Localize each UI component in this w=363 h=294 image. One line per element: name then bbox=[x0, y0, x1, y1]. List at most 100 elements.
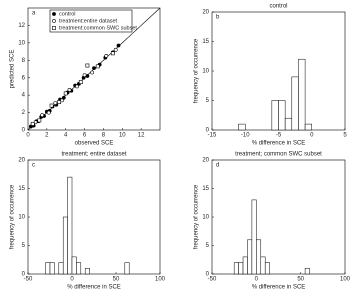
y-tick-label: 2 bbox=[22, 110, 26, 116]
y-axis-label: frequency of occurrence bbox=[194, 38, 200, 103]
y-tick-label: 10 bbox=[202, 215, 209, 221]
x-tick-label: 0 bbox=[310, 133, 314, 139]
legend-marker bbox=[52, 12, 56, 16]
x-axis-label: % difference in SCE bbox=[252, 285, 306, 291]
y-axis-label: predicted SCE bbox=[10, 50, 16, 89]
x-tick-label: 0 bbox=[70, 277, 74, 283]
point bbox=[49, 103, 54, 108]
point bbox=[61, 95, 66, 100]
y-tick-label: 0 bbox=[206, 272, 210, 278]
bar bbox=[76, 262, 82, 275]
panel-label: a bbox=[32, 11, 36, 17]
point bbox=[85, 63, 90, 68]
bar bbox=[233, 262, 239, 275]
y-tick-label: 15 bbox=[202, 39, 209, 45]
y-tick-label: 10 bbox=[202, 69, 209, 75]
x-tick-label: 0 bbox=[255, 277, 259, 283]
point bbox=[92, 66, 96, 71]
y-axis-label: frequency of occurrence bbox=[194, 184, 200, 249]
plot-frame bbox=[211, 159, 346, 275]
x-axis-label: % difference in SCE bbox=[252, 141, 306, 147]
y-axis-label: frequency of occurrence bbox=[10, 184, 16, 249]
point bbox=[37, 118, 42, 123]
x-tick-label: -5 bbox=[276, 133, 282, 139]
x-tick-label: -50 bbox=[208, 277, 217, 283]
y-tick-label: 0 bbox=[206, 128, 210, 134]
point bbox=[82, 73, 87, 78]
point bbox=[40, 113, 45, 118]
x-tick-label: 12 bbox=[138, 133, 145, 139]
x-axis-label: observed SCE bbox=[75, 141, 114, 147]
y-tick-label: 12 bbox=[18, 23, 25, 29]
point bbox=[90, 70, 95, 75]
point bbox=[95, 64, 100, 69]
point bbox=[110, 51, 115, 56]
x-tick-label: 5 bbox=[343, 133, 347, 139]
bar bbox=[238, 262, 244, 275]
bar bbox=[45, 262, 51, 275]
bar bbox=[260, 256, 266, 275]
x-tick-label: 100 bbox=[340, 277, 351, 283]
chart-title: control bbox=[269, 4, 287, 10]
bar bbox=[284, 117, 293, 131]
point bbox=[63, 91, 68, 96]
point bbox=[104, 54, 109, 58]
x-tick-label: -10 bbox=[241, 133, 250, 139]
point bbox=[46, 110, 51, 115]
legend-label: control bbox=[59, 11, 76, 17]
y-tick-label: 20 bbox=[202, 10, 209, 16]
y-tick-label: 10 bbox=[18, 40, 25, 46]
y-tick-label: 10 bbox=[18, 215, 25, 221]
bar bbox=[58, 262, 64, 275]
bar bbox=[71, 256, 77, 275]
point bbox=[30, 122, 35, 126]
bar bbox=[271, 100, 279, 131]
y-tick-label: 0 bbox=[22, 272, 26, 278]
y-tick-label: 5 bbox=[22, 243, 26, 249]
bar bbox=[278, 100, 286, 131]
point bbox=[113, 47, 118, 52]
bar bbox=[124, 262, 130, 275]
y-tick-label: 0 bbox=[22, 128, 26, 134]
bar bbox=[251, 199, 257, 275]
point bbox=[57, 100, 62, 105]
x-tick-label: 2 bbox=[45, 133, 49, 139]
bar bbox=[62, 216, 68, 275]
legend-marker bbox=[52, 19, 56, 23]
bar bbox=[242, 256, 248, 275]
bar bbox=[298, 58, 306, 131]
x-tick-label: -15 bbox=[208, 133, 217, 139]
bar bbox=[67, 176, 73, 275]
bar bbox=[264, 262, 270, 275]
x-tick-label: 10 bbox=[119, 133, 126, 139]
x-tick-label: 50 bbox=[113, 277, 120, 283]
chart-title: treatment; common SWC subset bbox=[235, 152, 322, 158]
y-tick-label: 8 bbox=[22, 58, 26, 64]
legend-marker bbox=[52, 26, 56, 30]
chart-title: treatment; entire dataset bbox=[61, 152, 126, 158]
point bbox=[75, 84, 79, 89]
plot-frame bbox=[27, 7, 161, 131]
bar bbox=[256, 239, 262, 275]
x-tick-label: -50 bbox=[24, 277, 33, 283]
bar bbox=[291, 76, 299, 131]
bar bbox=[49, 262, 55, 275]
point bbox=[116, 43, 121, 48]
y-tick-label: 20 bbox=[202, 158, 209, 164]
y-tick-label: 6 bbox=[22, 75, 26, 81]
y-tick-label: 20 bbox=[18, 158, 25, 164]
legend-label: treatment:common SWC subset bbox=[59, 25, 137, 31]
panel-label: d bbox=[216, 163, 219, 169]
x-tick-label: 4 bbox=[64, 133, 68, 139]
x-tick-label: 8 bbox=[102, 133, 106, 139]
bar bbox=[238, 123, 246, 131]
y-tick-label: 4 bbox=[22, 93, 26, 99]
point bbox=[53, 101, 58, 105]
bar bbox=[84, 268, 90, 275]
y-tick-label: 15 bbox=[18, 186, 25, 192]
bar bbox=[304, 268, 310, 275]
panel-label: b bbox=[216, 15, 220, 21]
legend-label: treatment:entire dataset bbox=[59, 18, 118, 24]
point bbox=[67, 88, 72, 92]
